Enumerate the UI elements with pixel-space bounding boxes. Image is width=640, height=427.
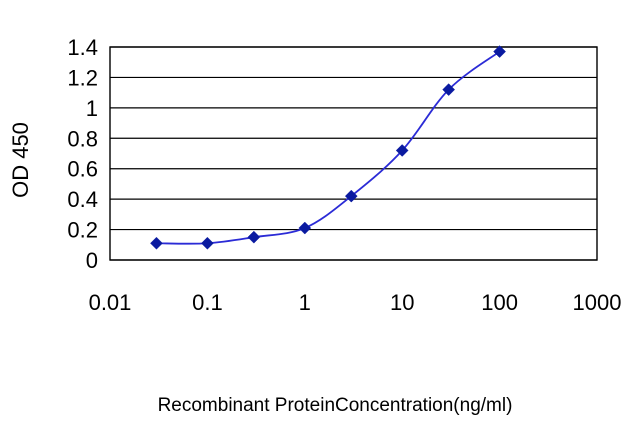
x-tick-label: 0.1 [192, 290, 223, 315]
x-tick-label: 0.01 [89, 290, 132, 315]
plot-border [109, 46, 598, 261]
data-point-marker [150, 236, 163, 250]
data-point-marker [395, 144, 409, 157]
data-point-marker [201, 236, 214, 250]
x-tick-label: 10 [390, 290, 414, 315]
data-point-marker [493, 45, 506, 58]
x-tick-labels: 0.01 0.1 1 10 100 1000 [89, 290, 622, 315]
y-tick-label: 0.6 [67, 157, 98, 182]
y-tick-label: 0 [86, 248, 98, 273]
x-tick-label: 1000 [573, 290, 622, 315]
y-tick-label: 0.4 [67, 187, 98, 212]
plot-frame [109, 46, 598, 261]
x-axis-title: Recombinant ProteinConcentration(ng/ml) [158, 395, 513, 416]
y-tick-label: 1.2 [67, 65, 98, 90]
data-point-marker [344, 189, 358, 203]
data-point-marker [247, 230, 261, 244]
y-tick-label: 1 [86, 96, 98, 121]
grid-layer [110, 46, 597, 261]
y-axis-title: OD 450 [8, 122, 33, 198]
series-line [156, 50, 501, 245]
y-tick-label: 0.2 [67, 218, 98, 243]
x-tick-label: 1 [299, 290, 311, 315]
marker-layer [150, 45, 506, 250]
series-layer [156, 50, 501, 245]
data-point-marker [298, 221, 312, 235]
y-tick-label: 0.8 [67, 126, 98, 151]
x-tick-label: 100 [481, 290, 518, 315]
y-tick-label: 1.4 [67, 35, 98, 60]
y-tick-labels: 0 0.2 0.4 0.6 0.8 1 1.2 1.4 [67, 35, 98, 273]
data-point-marker [442, 83, 456, 96]
